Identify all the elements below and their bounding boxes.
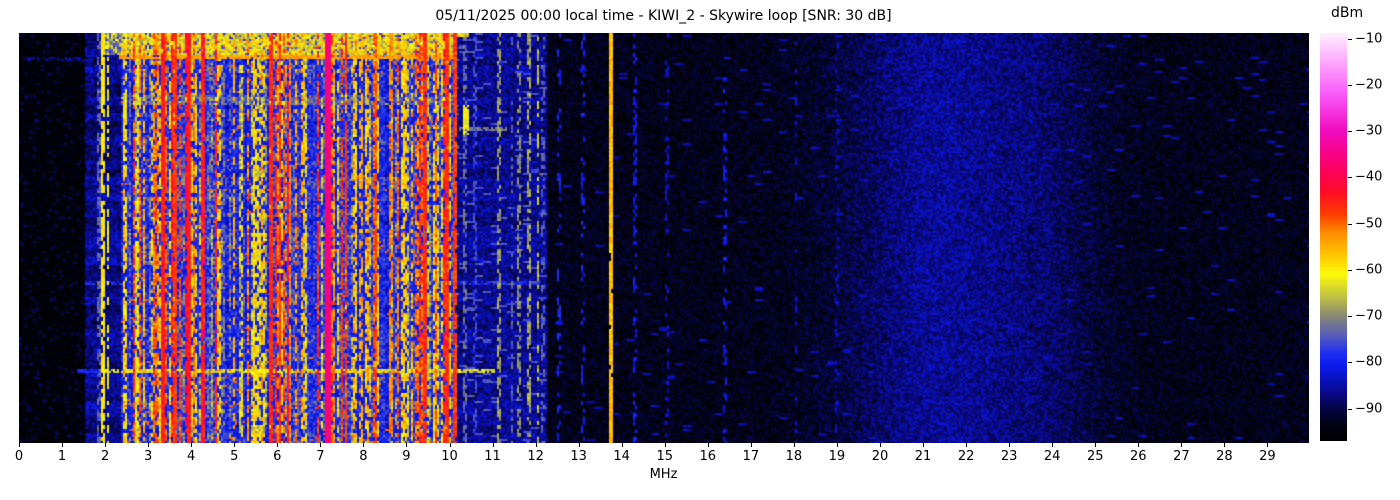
chart-title: 05/11/2025 00:00 local time - KIWI_2 - S… — [435, 8, 892, 24]
x-tick-label: 18 — [785, 449, 803, 464]
colorbar-tick-label: −20 — [1355, 77, 1383, 93]
colorbar-tick — [1348, 177, 1352, 179]
x-tick-label: 6 — [273, 449, 282, 464]
colorbar-tick-label: −10 — [1355, 31, 1383, 47]
x-tick-label: 5 — [230, 449, 239, 464]
colorbar-gradient — [1320, 33, 1347, 441]
x-tick — [1052, 443, 1054, 447]
colorbar-tick — [1348, 38, 1352, 40]
x-tick-label: 7 — [316, 449, 325, 464]
x-tick-label: 23 — [1000, 449, 1018, 464]
colorbar-tick-label: −50 — [1355, 216, 1383, 232]
x-tick-label: 9 — [402, 449, 411, 464]
x-tick — [836, 443, 838, 447]
x-tick — [793, 443, 795, 447]
colorbar-tick-label: −90 — [1355, 401, 1383, 417]
x-tick — [880, 443, 881, 447]
x-tick-label: 19 — [828, 449, 846, 464]
x-tick — [707, 443, 709, 447]
x-tick-label: 0 — [14, 449, 24, 464]
waterfall-heatmap — [19, 33, 1309, 443]
colorbar-tick-label: −30 — [1355, 123, 1383, 139]
x-tick — [578, 443, 580, 447]
x-tick-label: 16 — [699, 449, 717, 464]
x-tick — [191, 443, 193, 447]
x-tick — [621, 443, 623, 447]
x-tick — [449, 443, 451, 447]
x-tick — [19, 443, 20, 447]
colorbar-tick — [1348, 223, 1352, 225]
x-tick-label: 29 — [1259, 449, 1276, 464]
colorbar-tick-label: −80 — [1355, 354, 1383, 370]
colorbar-tick — [1348, 408, 1352, 410]
x-tick — [923, 443, 925, 447]
x-tick-label: 21 — [914, 449, 932, 464]
x-tick — [1267, 443, 1269, 447]
x-tick-label: 2 — [100, 449, 110, 464]
x-tick — [148, 443, 150, 447]
x-tick-label: 8 — [359, 449, 368, 464]
x-tick — [277, 443, 279, 447]
colorbar-tick — [1348, 362, 1352, 364]
x-tick — [966, 443, 968, 447]
x-tick-label: 17 — [742, 449, 760, 464]
colorbar-tick-label: −70 — [1355, 308, 1383, 324]
x-tick-label: 28 — [1216, 449, 1233, 464]
x-tick — [750, 443, 752, 447]
x-tick-label: 22 — [957, 449, 975, 464]
x-tick — [1224, 443, 1226, 447]
x-tick — [363, 443, 365, 447]
x-tick — [492, 443, 494, 447]
colorbar-tick-label: −40 — [1355, 169, 1383, 185]
x-tick — [664, 443, 666, 447]
x-tick-label: 14 — [613, 449, 630, 464]
x-tick-label: 20 — [871, 449, 889, 464]
x-tick — [62, 443, 64, 447]
x-tick-label: 3 — [144, 449, 153, 464]
x-tick — [1138, 443, 1140, 447]
x-tick — [1009, 443, 1011, 447]
x-tick — [406, 443, 408, 447]
x-tick-label: 24 — [1043, 449, 1061, 464]
x-tick — [320, 443, 322, 447]
colorbar-unit-label: dBm — [1331, 5, 1364, 21]
x-tick-label: 1 — [57, 449, 67, 464]
colorbar-tick — [1348, 269, 1352, 271]
x-tick-label: 12 — [527, 449, 544, 464]
x-tick-label: 25 — [1086, 449, 1104, 464]
x-tick-label: 15 — [656, 449, 674, 464]
x-tick — [234, 443, 236, 447]
x-tick-label: 26 — [1130, 449, 1147, 464]
colorbar-tick-label: −60 — [1355, 262, 1383, 278]
x-tick-label: 10 — [441, 449, 458, 464]
x-tick-label: 13 — [570, 449, 587, 464]
x-axis-label: MHz — [649, 467, 678, 482]
x-tick-label: 11 — [484, 449, 501, 464]
x-tick — [105, 443, 107, 447]
x-tick — [1095, 443, 1097, 447]
x-tick — [1181, 443, 1183, 447]
x-tick-label: 4 — [187, 449, 196, 464]
x-tick — [535, 443, 537, 447]
colorbar-tick — [1348, 84, 1352, 86]
colorbar-tick — [1348, 316, 1352, 318]
colorbar-tick — [1348, 131, 1352, 133]
x-tick-label: 27 — [1173, 449, 1190, 464]
